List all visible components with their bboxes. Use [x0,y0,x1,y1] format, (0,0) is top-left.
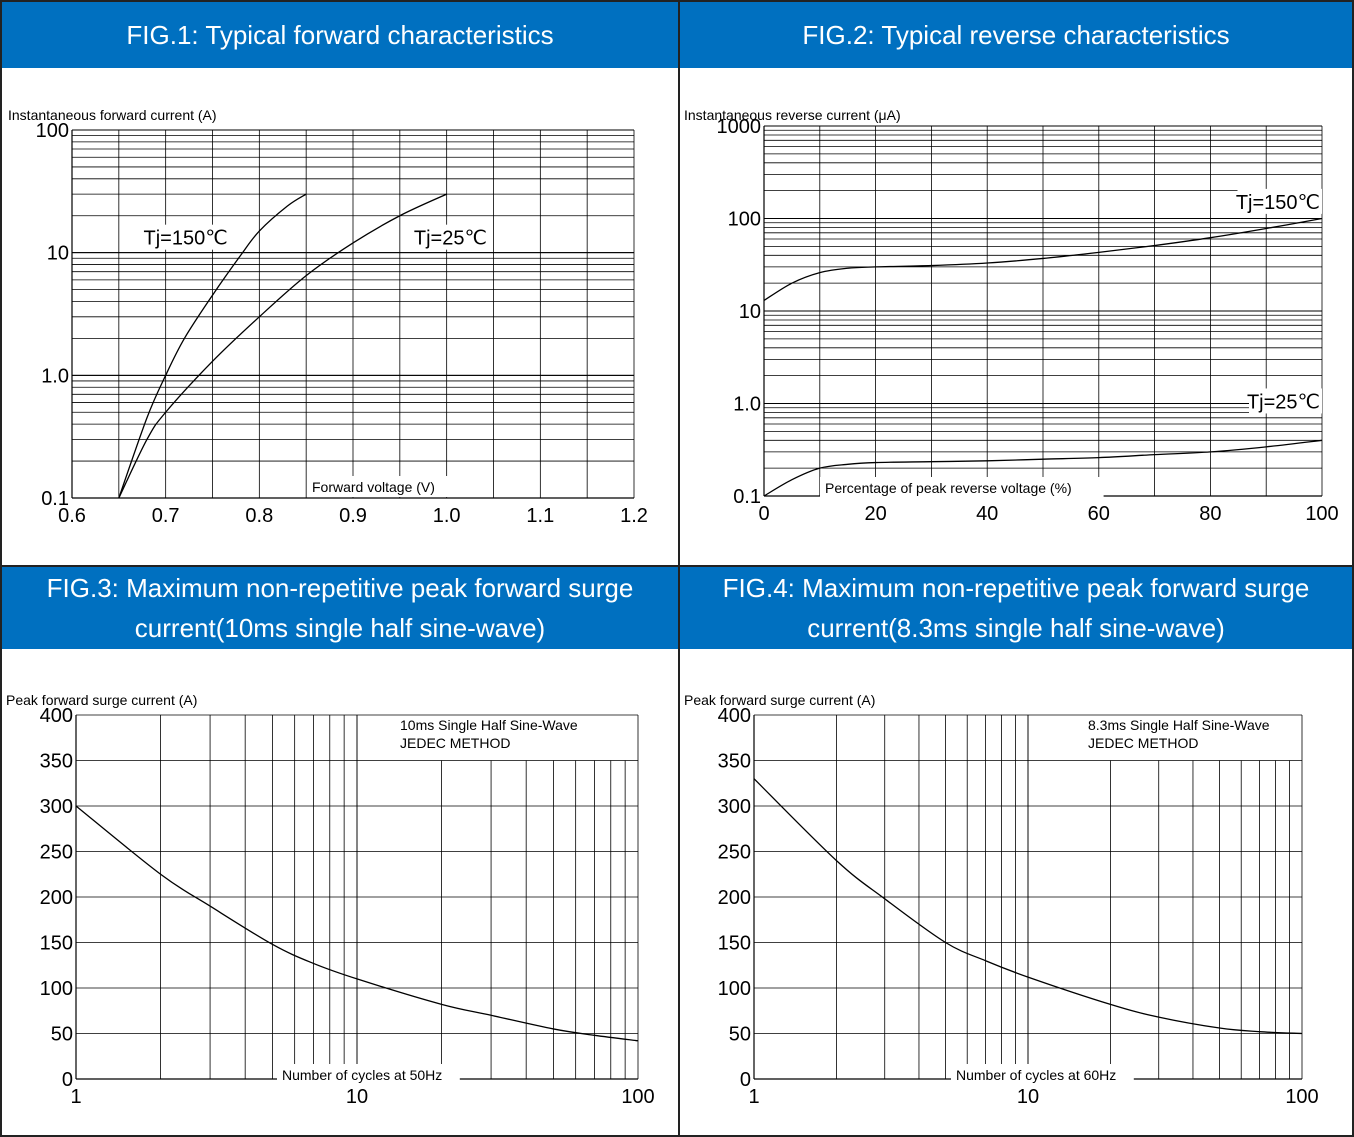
fig3-y-axis-label: Peak forward surge current (A) [6,692,197,708]
fig3-x-tick-label: 100 [621,1086,654,1108]
fig4-y-tick-label: 100 [718,978,751,1000]
fig1-y-tick-label: 100 [36,120,69,142]
fig4-note-line: 8.3ms Single Half Sine-Wave [1088,717,1270,733]
fig4-title-line-2: current(8.3ms single half sine-wave) [807,613,1225,643]
fig1-x-label-bg [307,476,454,497]
fig3-title-line-2: current(10ms single half sine-wave) [134,613,546,643]
fig2-series-1-line [763,217,1323,302]
fig1-header: FIG.1: Typical forward characteristics [2,2,678,68]
fig2-x-tick-label: 20 [864,503,886,525]
fig1-series-2-line [118,193,447,499]
fig4-x-label-bg [951,1064,1134,1085]
fig2-chart: 0.1 1.0 10 100 1000 0 20 40 60 80 100 Instantaneous… [684,107,1339,525]
fig2-x-tick-label: 80 [1199,503,1221,525]
fig3-y-tick-label: 0 [62,1069,73,1091]
fig1-x-tick-label: 1.1 [526,505,554,527]
fig3-x-tick-label: 1 [70,1086,81,1108]
fig2-series-2-label: Tj=25℃ [1247,391,1320,413]
fig2-y-tick-label: 0.1 [733,486,761,508]
fig3-y-tick-label: 350 [40,751,73,773]
fig2-series-2-label-bg [1249,388,1322,414]
fig3-series-1-line [75,805,639,1042]
fig1-y-tick-label: 1.0 [41,365,69,387]
fig3-note-line: JEDEC METHOD [400,735,510,751]
fig2-y-tick-label: 100 [728,209,761,231]
fig2-x-tick-label: 40 [976,503,998,525]
fig4-panel: FIG.4: Maximum non-repetitive peak forwa… [678,565,1354,1137]
fig1-x-tick-label: 1.0 [433,505,461,527]
fig4-y-axis-label: Peak forward surge current (A) [684,692,875,708]
fig2-y-tick-label: 10 [739,301,761,323]
fig3-y-tick-label: 200 [40,887,73,909]
fig4-x-tick-label: 100 [1285,1086,1318,1108]
fig1-series-2-label-bg [411,224,485,250]
fig2-series-1-label-bg [1237,188,1322,214]
fig4-x-axis-label: Number of cycles at 60Hz [956,1067,1116,1083]
fig2-x-tick-label: 0 [758,503,769,525]
fig2-series-2-line [763,439,1323,497]
fig4-chart: 0 50 100 150 200 250 300 350 400 1 10 100 Peak forwa… [684,692,1319,1108]
fig1-series-1-label-bg [141,224,226,250]
fig3-y-tick-label: 400 [40,705,73,727]
fig1-series-1-line [118,193,307,499]
fig3-y-tick-label: 250 [40,842,73,864]
fig2-y-axis-label: Instantaneous reverse current (μA) [684,107,901,123]
fig1-series-1-label: Tj=150℃ [143,228,227,250]
fig1-chart: 0.1 1.0 10 100 0.6 0.7 0.8 0.9 1.0 1.1 1.2 Instanta… [8,107,648,527]
fig1-x-tick-label: 1.2 [620,505,648,527]
fig2-x-tick-label: 100 [1305,503,1338,525]
fig2-x-axis-label: Percentage of peak reverse voltage (%) [825,480,1072,496]
fig4-y-tick-label: 300 [718,796,751,818]
fig4-y-tick-label: 400 [718,705,751,727]
fig4-y-tick-label: 200 [718,887,751,909]
fig1-x-axis-label: Forward voltage (V) [312,479,435,495]
fig1-y-axis-label: Instantaneous forward current (A) [8,107,217,123]
fig4-header: FIG.4: Maximum non-repetitive peak forwa… [680,567,1352,649]
fig3-header: FIG.3: Maximum non-repetitive peak forwa… [2,567,678,649]
fig1-x-tick-label: 0.9 [339,505,367,527]
fig4-y-tick-label: 150 [718,933,751,955]
fig1-series-2-label: Tj=25℃ [414,228,487,250]
fig3-y-tick-label: 50 [51,1024,73,1046]
fig3-chart: 0 50 100 150 200 250 300 350 400 1 10 100 Peak forwa… [6,692,655,1108]
fig1-x-tick-label: 0.8 [245,505,273,527]
fig4-x-tick-label: 1 [748,1086,759,1108]
fig1-x-tick-label: 0.7 [152,505,180,527]
fig1-panel: FIG.1: Typical forward characteristics 0… [0,0,680,567]
fig2-x-label-bg [820,477,1104,498]
fig4-x-tick-label: 10 [1017,1086,1039,1108]
fig1-x-tick-label: 0.6 [58,505,86,527]
fig3-x-label-bg [277,1064,460,1085]
fig2-panel: FIG.2: Typical reverse characteristics 0… [678,0,1354,567]
fig4-y-tick-label: 250 [718,842,751,864]
fig2-title: FIG.2: Typical reverse characteristics [802,20,1230,50]
fig4-y-tick-label: 350 [718,751,751,773]
fig2-y-tick-label: 1000 [717,116,762,138]
fig1-y-tick-label: 10 [47,243,69,265]
fig3-title-line-1: FIG.3: Maximum non-repetitive peak forwa… [46,573,634,603]
fig2-y-tick-label: 1.0 [733,394,761,416]
fig2-series-1-label: Tj=150℃ [1236,192,1320,214]
fig2-x-tick-label: 60 [1088,503,1110,525]
fig3-x-axis-label: Number of cycles at 50Hz [282,1067,442,1083]
fig4-y-tick-label: 0 [740,1069,751,1091]
fig1-y-tick-label: 0.1 [41,488,69,510]
fig3-panel: FIG.3: Maximum non-repetitive peak forwa… [0,565,680,1137]
fig4-title-line-1: FIG.4: Maximum non-repetitive peak forwa… [722,573,1310,603]
fig3-y-tick-label: 100 [40,978,73,1000]
fig2-header: FIG.2: Typical reverse characteristics [680,2,1352,68]
fig4-y-tick-label: 50 [729,1024,751,1046]
fig1-title: FIG.1: Typical forward characteristics [126,20,554,50]
fig3-y-tick-label: 300 [40,796,73,818]
fig3-note-line: 10ms Single Half Sine-Wave [400,717,578,733]
fig3-y-tick-label: 150 [40,933,73,955]
fig3-x-tick-label: 10 [346,1086,368,1108]
fig4-note-line: JEDEC METHOD [1088,735,1198,751]
fig4-series-1-line [753,778,1303,1035]
